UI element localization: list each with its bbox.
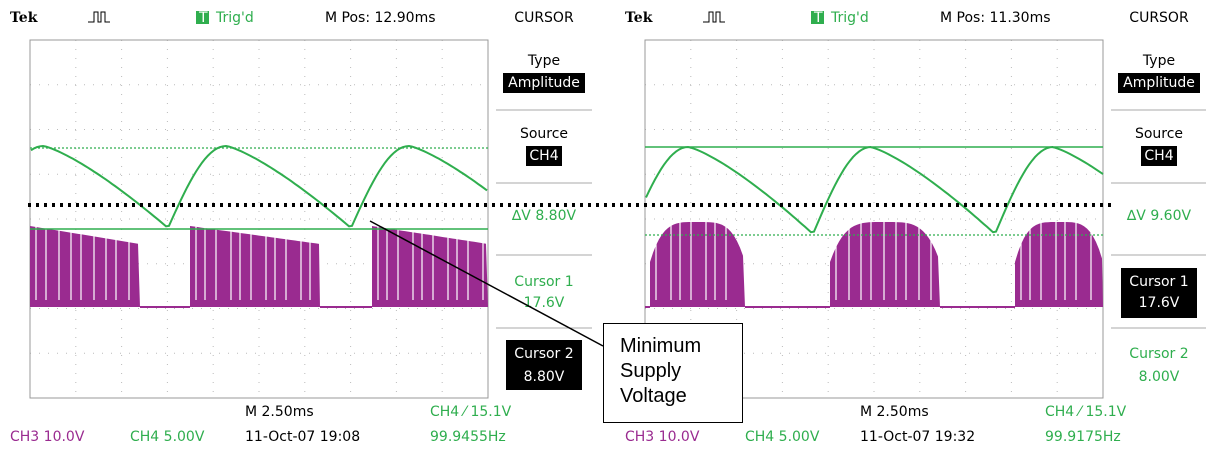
brand: Tek [10,10,38,26]
menu-value: CH4 [1144,148,1173,164]
ch4-wave [31,146,487,226]
trig-icon-letter: T [198,10,208,26]
cursor-value: 8.80V [524,369,565,385]
ch4-scale: CH4 5.00V [130,429,205,445]
menu-label: Type [527,53,560,69]
pulse-icon [88,12,110,22]
menu-title: CURSOR [514,10,574,26]
pulse-icon [703,12,725,22]
brand: Tek [625,10,653,26]
menu-value: CH4 [529,148,558,164]
frequency: 99.9175Hz [1045,429,1121,445]
scope-screen: Tek T Trig'd M Pos: 12.90ms CURSOR Type Amplit… [10,10,592,445]
menu-label: Type [1142,53,1175,69]
ch3-scale: CH3 10.0V [10,429,85,445]
graticule-border [30,40,488,398]
menu-title: CURSOR [1129,10,1189,26]
menu-label: Source [1135,126,1183,142]
cursor-label: Cursor 1 [1129,274,1188,290]
page: Tek T Trig'd M Pos: 12.90ms CURSOR Type Amplit… [0,0,1206,451]
timebase: M 2.50ms [860,404,929,420]
ch3-burst [372,226,488,307]
cursor-value: 8.00V [1139,369,1180,385]
position: M Pos: 12.90ms [325,10,436,26]
menu-value: Amplitude [1123,75,1195,91]
cursor-value: 17.6V [1139,295,1180,311]
trig-icon-letter: T [813,10,823,26]
frequency: 99.9455Hz [430,429,506,445]
position: M Pos: 11.30ms [940,10,1051,26]
trigger: CH4 ⁄ 15.1V [430,404,512,420]
status: Trig'd [215,10,254,26]
menu-label: Source [520,126,568,142]
timebase: M 2.50ms [245,404,314,420]
annotation-box: Minimum Supply Voltage [603,323,743,423]
cursor-value: 17.6V [524,295,565,311]
status: Trig'd [830,10,869,26]
ch4-wave [646,147,1103,232]
ch4-scale: CH4 5.00V [745,429,820,445]
cursor-label: Cursor 2 [514,346,573,362]
menu-value: Amplitude [508,75,580,91]
trigger: CH4 ⁄ 15.1V [1045,404,1127,420]
timestamp: 11-Oct-07 19:08 [245,429,360,445]
cursor-label: Cursor 1 [514,274,573,290]
menu-delta: ∆V 8.80V [511,208,577,224]
cursor-label: Cursor 2 [1129,346,1188,362]
timestamp: 11-Oct-07 19:32 [860,429,975,445]
ch3-scale: CH3 10.0V [625,429,700,445]
menu-delta: ∆V 9.60V [1126,208,1192,224]
